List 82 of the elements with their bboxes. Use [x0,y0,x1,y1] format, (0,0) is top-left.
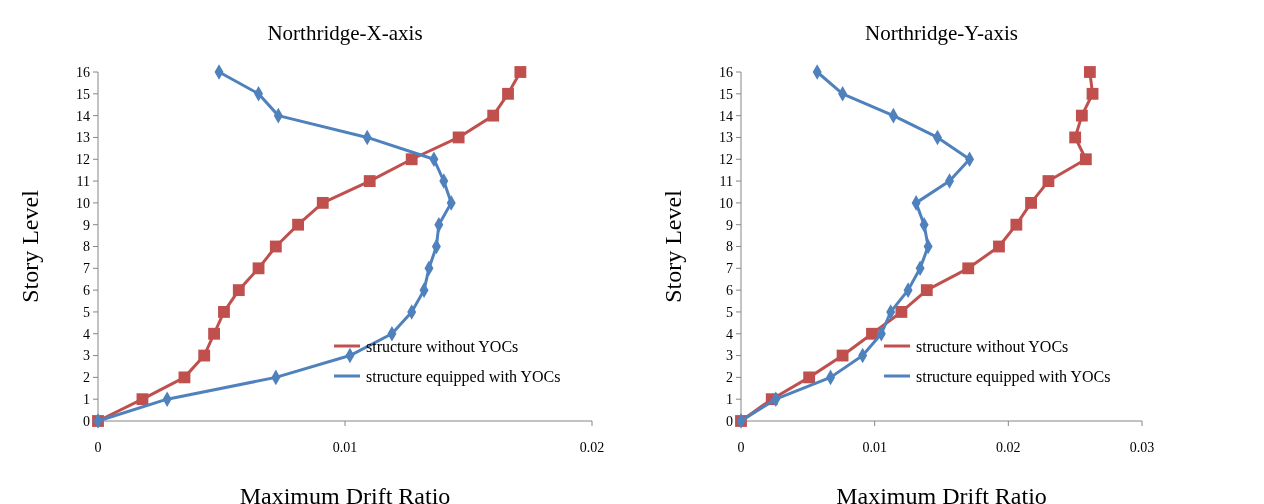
point [1069,131,1082,144]
x-axis-title: Maximum Drift Ratio [836,483,1047,504]
point [452,131,465,144]
x-tick-label: 0.02 [996,440,1021,455]
point [178,371,191,384]
y-tick-label: 6 [726,283,733,299]
y-tick-label: 9 [83,217,90,233]
x-axis-title: Maximum Drift Ratio [239,483,451,504]
chart-title: Northridge-Y-axis [865,21,1018,45]
y-tick-label: 16 [719,64,733,80]
point [232,284,245,297]
y-tick-label: 2 [83,370,90,386]
y-tick-label: 13 [76,130,90,146]
legend-label: structure without YOCs [366,337,519,355]
chart-title: Northridge-X-axis [267,21,423,45]
y-tick-label: 10 [719,195,733,211]
point [803,371,816,384]
y-tick-label: 10 [76,195,90,211]
point [514,66,527,78]
y-tick-label: 15 [76,86,90,102]
point [208,327,221,340]
y-tick-label: 7 [726,261,733,277]
point [1083,66,1096,78]
y-tick-label: 15 [719,86,733,102]
point [1025,196,1037,209]
point [866,327,878,340]
x-tick-label: 0 [737,440,745,455]
point [316,196,329,209]
y-tick-label: 8 [83,239,90,255]
y-tick-label: 12 [76,152,90,168]
x-tick-label: 0.01 [332,440,358,455]
point [136,393,149,406]
y-tick-label: 14 [719,108,733,124]
y-tick-label: 3 [83,348,90,364]
point [198,349,211,362]
point [1042,175,1055,187]
y-tick-label: 12 [719,152,733,168]
y-tick-label: 4 [83,326,90,342]
x-tick-label: 0.02 [579,440,605,455]
point [363,175,376,187]
y-tick-label: 6 [83,283,90,299]
y-tick-label: 7 [83,261,90,277]
y-tick-label: 3 [726,348,733,364]
point [920,284,933,297]
y-tick-label: 16 [76,64,90,80]
y-tick-label: 9 [726,217,733,233]
point [487,109,500,122]
y-axis-title: Story Level [17,189,43,303]
x-tick-label: 0.01 [862,440,887,455]
y-tick-label: 14 [76,108,90,124]
legend-label: structure equipped with YOCs [916,367,1111,386]
y-tick-label: 11 [719,173,733,189]
point [895,306,908,318]
y-axis-title: Story Level [660,189,686,303]
point [502,87,514,100]
y-tick-label: 5 [83,304,90,320]
y-tick-label: 8 [726,239,733,255]
y-tick-label: 11 [76,173,90,189]
point [405,153,418,166]
y-tick-label: 5 [726,304,733,320]
point [269,240,282,253]
y-tick-label: 1 [83,392,90,408]
y-tick-label: 2 [726,370,733,386]
point [1075,109,1088,122]
point [252,262,265,275]
point [962,262,975,275]
y-tick-label: 0 [83,413,90,429]
y-tick-label: 13 [719,130,733,146]
point [218,306,230,318]
point [836,349,849,362]
y-tick-label: 0 [726,413,733,429]
point [292,218,304,231]
point [993,240,1005,253]
y-tick-label: 4 [726,326,733,342]
y-tick-label: 1 [726,392,733,408]
legend-label: structure equipped with YOCs [366,367,561,386]
x-tick-label: 0 [94,440,102,455]
point [1079,153,1092,166]
x-tick-label: 0.03 [1129,440,1155,455]
legend-label: structure without YOCs [916,337,1069,355]
point [1010,218,1023,231]
point [1086,87,1099,100]
